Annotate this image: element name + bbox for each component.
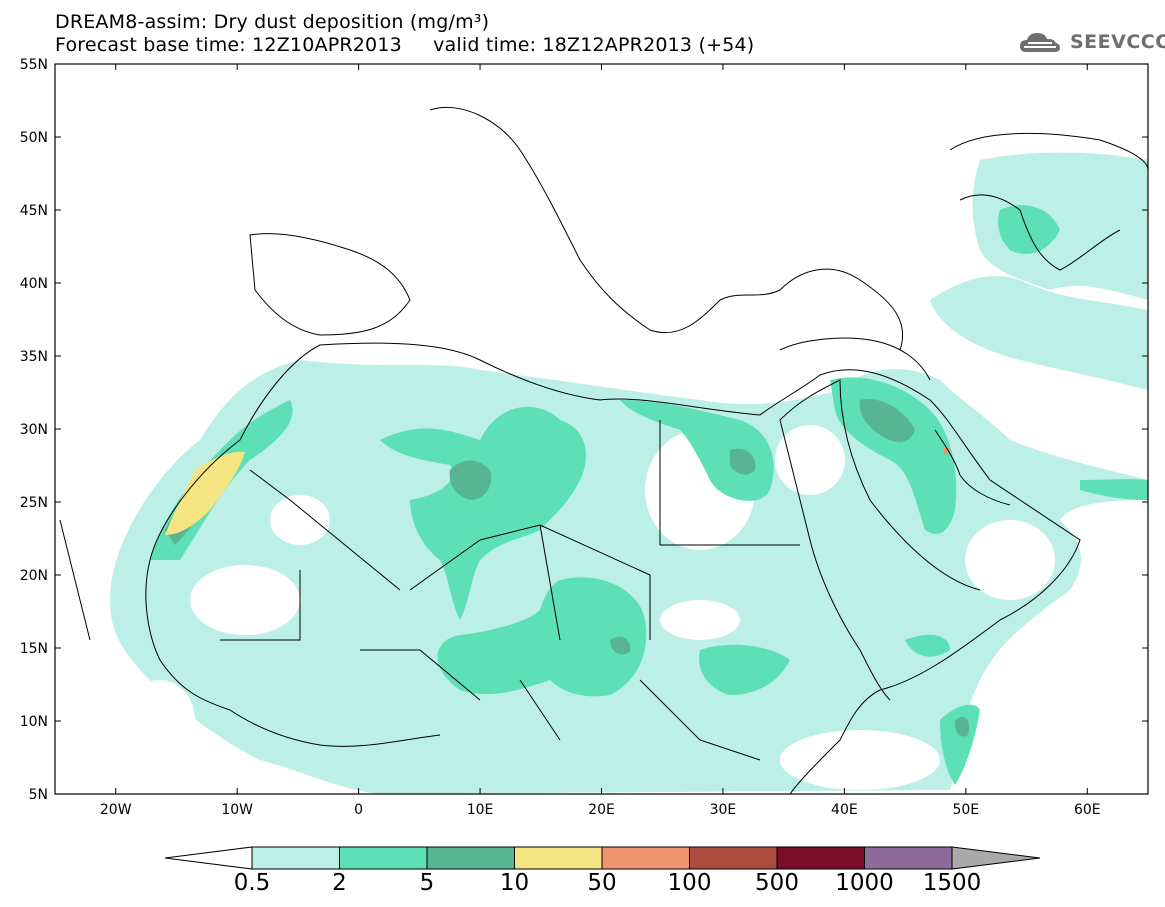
lon-tick-label: 20W — [100, 802, 132, 818]
lat-tick-label: 40N — [20, 276, 48, 292]
lat-tick-label: 55N — [20, 57, 48, 73]
colorbar-high-arrow — [951, 846, 1041, 870]
lat-tick-label: 5N — [29, 787, 48, 803]
colorbar-label: 10 — [499, 870, 530, 896]
colorbar-swatch — [776, 846, 865, 870]
lat-tick-label: 20N — [20, 568, 48, 584]
lon-tick-label: 10E — [467, 802, 494, 818]
colorbar-label: 1500 — [922, 870, 982, 896]
valid-time: valid time: 18Z12APR2013 (+54) — [433, 34, 755, 56]
lon-tick-label: 50E — [952, 802, 979, 818]
chart-subtitle: Forecast base time: 12Z10APR2013 valid t… — [55, 34, 754, 56]
longitude-axis: 20W 10W 0 10E 20E 30E 40E 50E 60E — [100, 64, 1101, 818]
colorbar-label: 50 — [587, 870, 617, 896]
lat-tick-label: 10N — [20, 714, 48, 730]
base-time: Forecast base time: 12Z10APR2013 — [55, 34, 402, 56]
lat-tick-label: 45N — [20, 203, 48, 219]
colorbar-swatch — [251, 846, 340, 870]
colorbar-swatch — [514, 846, 603, 870]
lon-tick-label: 0 — [354, 802, 363, 818]
lon-tick-label: 60E — [1074, 802, 1101, 818]
chart-title: DREAM8-assim: Dry dust deposition (mg/m³… — [55, 11, 490, 33]
colorbar — [164, 846, 1041, 870]
colorbar-low-arrow — [164, 846, 253, 870]
colorbar-swatch — [601, 846, 690, 870]
colorbar-label: 100 — [667, 870, 712, 896]
lon-tick-label: 30E — [710, 802, 737, 818]
lat-tick-label: 25N — [20, 495, 48, 511]
lat-tick-label: 30N — [20, 422, 48, 438]
colorbar-label: 0.5 — [233, 870, 271, 896]
lon-tick-label: 40E — [831, 802, 858, 818]
colorbar-label: 1000 — [835, 870, 894, 896]
colorbar-label: 2 — [332, 870, 347, 896]
lat-tick-label: 35N — [20, 349, 48, 365]
coastlines — [59, 106, 1148, 794]
colorbar-label: 5 — [419, 870, 435, 896]
lat-tick-label: 15N — [20, 641, 48, 657]
logo-text: SEEVCCC — [1070, 31, 1165, 53]
lat-tick-label: 50N — [20, 130, 48, 146]
colorbar-label: 500 — [755, 870, 799, 896]
dust-field — [110, 152, 1148, 794]
cloud-icon — [1020, 33, 1060, 52]
latitude-axis: 55N 50N 45N 40N 35N 30N 25N 20N 15N 10N 5N — [20, 57, 1148, 803]
colorbar-swatch — [426, 846, 515, 870]
lon-tick-label: 10W — [221, 802, 253, 818]
colorbar-swatch — [689, 846, 778, 870]
colorbar-swatch — [864, 846, 953, 870]
colorbar-swatch — [339, 846, 428, 870]
lon-tick-label: 20E — [588, 802, 615, 818]
